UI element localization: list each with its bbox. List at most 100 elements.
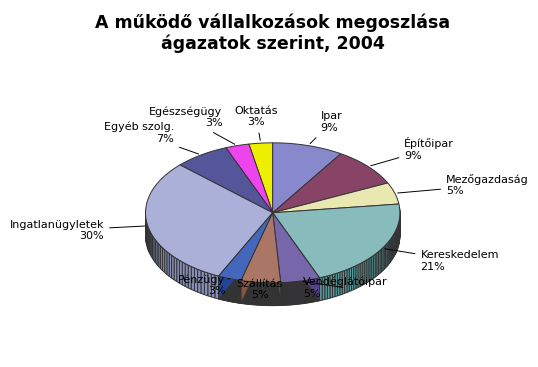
Polygon shape xyxy=(316,278,317,301)
Polygon shape xyxy=(335,273,337,297)
Polygon shape xyxy=(273,213,320,301)
Polygon shape xyxy=(305,280,306,304)
Polygon shape xyxy=(174,257,176,281)
Polygon shape xyxy=(395,230,396,255)
Polygon shape xyxy=(383,246,384,270)
Polygon shape xyxy=(241,213,273,304)
Polygon shape xyxy=(285,282,286,305)
Polygon shape xyxy=(287,282,288,305)
Polygon shape xyxy=(377,252,378,276)
Polygon shape xyxy=(332,274,335,297)
Polygon shape xyxy=(372,255,373,280)
Polygon shape xyxy=(251,282,252,305)
Polygon shape xyxy=(393,233,394,258)
Polygon shape xyxy=(358,264,360,288)
Polygon shape xyxy=(309,280,310,303)
Polygon shape xyxy=(381,248,383,272)
Polygon shape xyxy=(277,283,278,306)
Polygon shape xyxy=(264,283,265,305)
Polygon shape xyxy=(157,242,159,267)
Polygon shape xyxy=(165,250,167,275)
Polygon shape xyxy=(272,283,273,306)
Polygon shape xyxy=(263,283,264,305)
Polygon shape xyxy=(273,213,281,305)
Polygon shape xyxy=(295,281,296,305)
Polygon shape xyxy=(188,265,191,289)
Text: Ipar
9%: Ipar 9% xyxy=(310,111,342,143)
Polygon shape xyxy=(273,204,400,278)
Polygon shape xyxy=(311,279,312,302)
Polygon shape xyxy=(366,259,368,283)
Polygon shape xyxy=(245,281,246,304)
Polygon shape xyxy=(254,282,255,305)
Polygon shape xyxy=(249,143,273,213)
Polygon shape xyxy=(312,279,313,302)
Polygon shape xyxy=(273,283,274,306)
Polygon shape xyxy=(351,267,353,291)
Polygon shape xyxy=(344,270,347,293)
Polygon shape xyxy=(273,143,341,213)
Text: Mezőgazdaság
5%: Mezőgazdaság 5% xyxy=(398,174,529,196)
Polygon shape xyxy=(273,154,388,213)
Polygon shape xyxy=(180,148,273,213)
Polygon shape xyxy=(255,282,256,305)
Polygon shape xyxy=(270,283,271,306)
Polygon shape xyxy=(266,283,267,306)
Text: Egyéb szolg.
7%: Egyéb szolg. 7% xyxy=(104,122,199,154)
Polygon shape xyxy=(308,280,309,303)
Polygon shape xyxy=(290,282,291,305)
Polygon shape xyxy=(151,233,152,258)
Polygon shape xyxy=(273,213,320,283)
Polygon shape xyxy=(172,255,174,280)
Polygon shape xyxy=(340,271,342,295)
Text: Szállítás
5%: Szállítás 5% xyxy=(236,279,282,300)
Polygon shape xyxy=(148,227,149,252)
Polygon shape xyxy=(182,262,185,286)
Polygon shape xyxy=(208,273,211,297)
Polygon shape xyxy=(258,282,259,305)
Text: Oktatás
3%: Oktatás 3% xyxy=(235,106,278,141)
Polygon shape xyxy=(370,257,372,281)
Polygon shape xyxy=(294,281,295,305)
Polygon shape xyxy=(315,279,316,302)
Polygon shape xyxy=(159,244,161,269)
Polygon shape xyxy=(392,235,393,259)
Polygon shape xyxy=(197,269,201,294)
Text: Ingatlanügyletek
30%: Ingatlanügyletek 30% xyxy=(10,220,145,241)
Polygon shape xyxy=(268,283,269,306)
Polygon shape xyxy=(327,275,330,299)
Polygon shape xyxy=(273,213,320,301)
Polygon shape xyxy=(218,213,273,299)
Polygon shape xyxy=(298,281,299,304)
Polygon shape xyxy=(185,264,188,288)
Polygon shape xyxy=(310,279,311,302)
Polygon shape xyxy=(154,238,155,263)
Polygon shape xyxy=(204,272,208,296)
Polygon shape xyxy=(291,282,292,305)
Polygon shape xyxy=(394,232,395,256)
Polygon shape xyxy=(250,281,251,305)
Text: Kereskedelem
21%: Kereskedelem 21% xyxy=(385,249,499,272)
Polygon shape xyxy=(292,282,293,305)
Polygon shape xyxy=(300,281,301,304)
Polygon shape xyxy=(353,266,356,290)
Polygon shape xyxy=(307,280,308,303)
Polygon shape xyxy=(257,282,258,305)
Polygon shape xyxy=(362,261,364,286)
Polygon shape xyxy=(391,238,392,262)
Polygon shape xyxy=(246,281,247,304)
Polygon shape xyxy=(281,283,282,305)
Polygon shape xyxy=(191,266,194,291)
Polygon shape xyxy=(373,254,375,279)
Polygon shape xyxy=(378,250,380,275)
Polygon shape xyxy=(267,283,268,306)
Text: Építőipar
9%: Építőipar 9% xyxy=(371,137,454,166)
Polygon shape xyxy=(297,281,298,304)
Polygon shape xyxy=(322,277,325,300)
Polygon shape xyxy=(241,213,281,283)
Polygon shape xyxy=(364,260,366,284)
Polygon shape xyxy=(201,270,204,295)
Polygon shape xyxy=(150,231,151,257)
Polygon shape xyxy=(284,283,285,305)
Polygon shape xyxy=(242,281,243,304)
